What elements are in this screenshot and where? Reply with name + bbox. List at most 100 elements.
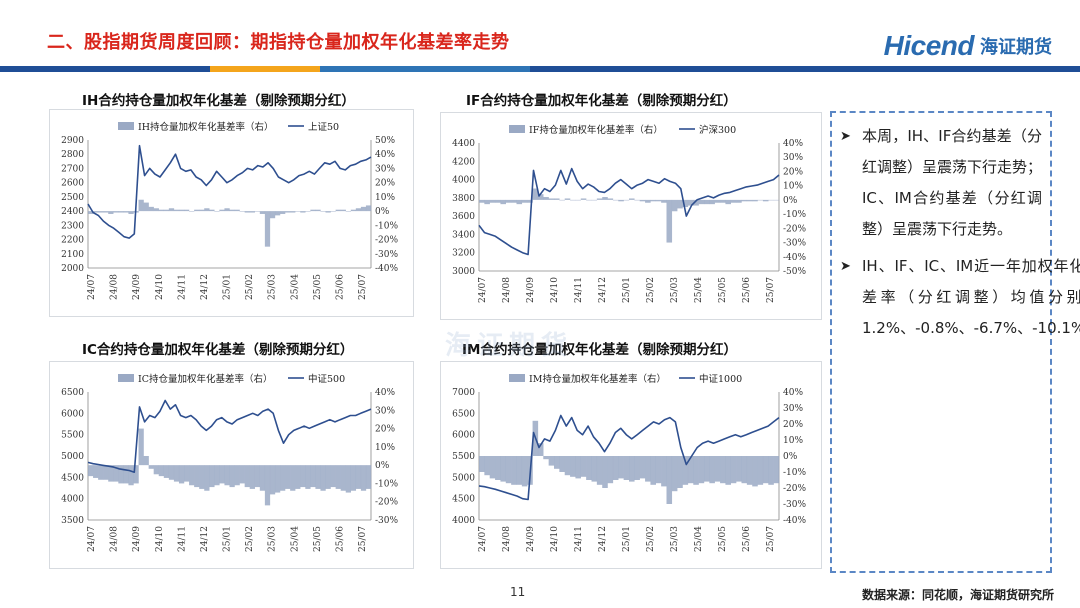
basis-bar bbox=[527, 199, 533, 203]
basis-bar bbox=[320, 211, 326, 212]
basis-bar bbox=[500, 199, 506, 205]
left-tick-label: 6500 bbox=[452, 409, 475, 419]
x-tick-label: 24/10 bbox=[550, 526, 560, 552]
basis-bar bbox=[511, 199, 517, 203]
basis-bar bbox=[350, 465, 357, 491]
logo-text: Hicend bbox=[883, 30, 975, 61]
basis-bar bbox=[575, 199, 581, 201]
basis-bar bbox=[290, 465, 296, 491]
basis-bar bbox=[629, 198, 635, 200]
basis-bar bbox=[752, 456, 758, 487]
basis-bar bbox=[350, 209, 357, 212]
x-tick-label: 25/04 bbox=[290, 526, 300, 552]
x-tick-label: 24/09 bbox=[132, 526, 142, 552]
basis-bar bbox=[645, 199, 651, 203]
right-tick-label: -10% bbox=[375, 479, 398, 489]
left-tick-label: 6000 bbox=[452, 431, 475, 441]
basis-bar bbox=[138, 428, 144, 466]
basis-bar bbox=[559, 456, 565, 472]
left-tick-label: 4000 bbox=[61, 495, 84, 505]
basis-bar bbox=[521, 199, 528, 203]
basis-bar bbox=[234, 209, 240, 212]
basis-bar bbox=[671, 199, 678, 212]
notes-box: ➤ 本周，IH、IF合约基差（分红调整）呈震荡下行走势；IC、IM合约基差（分红… bbox=[830, 111, 1080, 573]
basis-bar bbox=[108, 465, 114, 482]
basis-bar bbox=[259, 211, 266, 214]
basis-bar bbox=[209, 209, 215, 212]
left-tick-label: 7000 bbox=[452, 388, 475, 398]
left-tick-label: 4500 bbox=[61, 473, 84, 483]
x-tick-label: 25/03 bbox=[268, 274, 278, 300]
right-tick-label: 40% bbox=[783, 388, 803, 398]
basis-bar bbox=[564, 456, 571, 476]
basis-bar bbox=[505, 456, 512, 484]
basis-bar bbox=[108, 211, 114, 214]
basis-bar bbox=[704, 199, 710, 205]
basis-bar bbox=[178, 465, 185, 484]
basis-bar bbox=[184, 209, 190, 212]
basis-bar bbox=[746, 199, 753, 202]
right-tick-label: -10% bbox=[375, 221, 398, 231]
x-tick-label: 24/11 bbox=[574, 526, 584, 552]
right-tick-label: 10% bbox=[783, 436, 803, 446]
basis-bar bbox=[666, 456, 673, 504]
left-tick-label: 2600 bbox=[61, 179, 84, 189]
basis-bar bbox=[360, 206, 367, 212]
right-tick-label: -20% bbox=[375, 236, 398, 246]
right-tick-label: -30% bbox=[783, 500, 806, 510]
data-source: 数据来源：同花顺，海证期货研究所 bbox=[861, 588, 1054, 602]
x-tick-label: 24/09 bbox=[526, 526, 536, 552]
basis-bar bbox=[259, 465, 266, 491]
basis-bar bbox=[254, 465, 261, 488]
left-tick-label: 3400 bbox=[452, 230, 475, 240]
x-tick-label: 25/04 bbox=[694, 277, 704, 303]
basis-bar bbox=[714, 199, 721, 203]
right-tick-label: 0% bbox=[375, 207, 390, 217]
left-tick-label: 4000 bbox=[452, 516, 475, 526]
basis-bar bbox=[709, 456, 715, 484]
basis-bar bbox=[671, 456, 678, 492]
basis-bar bbox=[596, 456, 603, 485]
basis-bar bbox=[570, 456, 576, 477]
basis-bar bbox=[554, 456, 560, 469]
legend-bar-swatch bbox=[118, 374, 134, 382]
x-tick-label: 25/04 bbox=[290, 274, 300, 300]
left-tick-label: 4200 bbox=[452, 157, 475, 167]
basis-bar bbox=[88, 465, 94, 477]
left-tick-label: 2500 bbox=[61, 193, 84, 203]
x-tick-label: 24/09 bbox=[132, 274, 142, 300]
basis-bar bbox=[634, 199, 640, 201]
x-tick-label: 25/07 bbox=[766, 526, 776, 552]
basis-bar bbox=[559, 199, 565, 201]
basis-bar bbox=[602, 456, 608, 488]
basis-bar bbox=[736, 456, 742, 482]
basis-bar bbox=[773, 199, 780, 201]
basis-bar bbox=[693, 199, 699, 206]
legend-bar-swatch bbox=[509, 125, 525, 133]
basis-bar bbox=[178, 209, 185, 212]
basis-bar bbox=[254, 211, 261, 212]
basis-bar bbox=[143, 456, 149, 466]
basis-bar bbox=[219, 465, 225, 484]
basis-bar bbox=[158, 465, 165, 477]
basis-bar bbox=[148, 465, 154, 469]
basis-bar bbox=[736, 199, 742, 203]
right-tick-label: 30% bbox=[783, 404, 803, 414]
basis-bar bbox=[532, 188, 539, 200]
left-tick-label: 4500 bbox=[452, 495, 475, 505]
x-tick-label: 25/02 bbox=[646, 526, 656, 552]
basis-bar bbox=[693, 456, 699, 485]
right-tick-label: -40% bbox=[783, 253, 806, 263]
basis-bar bbox=[484, 456, 490, 476]
basis-bar bbox=[365, 465, 372, 489]
basis-bar bbox=[229, 465, 235, 488]
basis-bar bbox=[189, 465, 195, 486]
basis-bar bbox=[113, 465, 119, 482]
x-tick-label: 25/06 bbox=[335, 526, 345, 552]
basis-bar bbox=[310, 465, 316, 488]
x-tick-label: 25/07 bbox=[358, 274, 368, 300]
left-tick-label: 3200 bbox=[452, 249, 475, 259]
basis-bar bbox=[661, 456, 667, 487]
basis-bar bbox=[158, 209, 165, 212]
right-tick-label: 30% bbox=[783, 153, 803, 163]
